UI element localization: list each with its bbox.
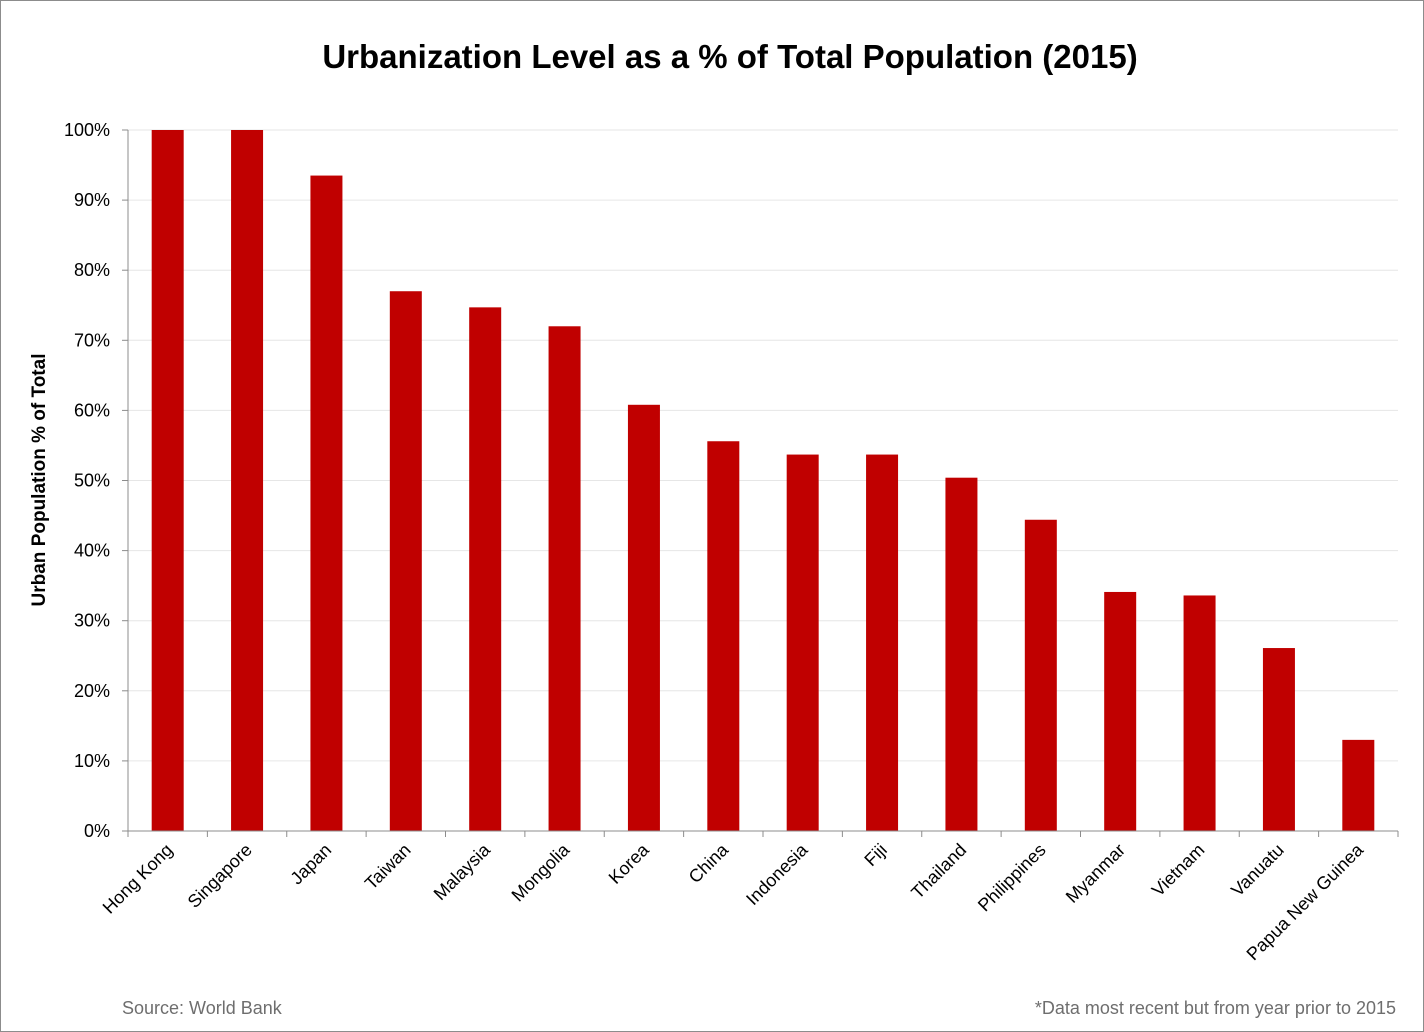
x-tick-label: Philippines: [974, 840, 1050, 916]
y-tick-label: 60%: [74, 400, 110, 420]
y-tick-label: 0%: [84, 821, 110, 841]
x-tick-label: Thailand: [907, 840, 970, 903]
bar-thailand: [945, 477, 978, 831]
bar-vanuatu: [1262, 648, 1295, 831]
y-tick-label: 50%: [74, 471, 110, 491]
x-tick-label: Taiwan: [361, 840, 415, 894]
bar-japan: [310, 175, 343, 831]
bar-myanmar: [1104, 591, 1137, 831]
y-tick-label: 30%: [74, 611, 110, 631]
bar-taiwan: [389, 291, 422, 832]
x-tick-label: China: [685, 839, 733, 887]
y-tick-label: 10%: [74, 751, 110, 771]
chart-title: Urbanization Level as a % of Total Popul…: [322, 38, 1137, 75]
bar-hong-kong: [151, 130, 184, 831]
source-note: Source: World Bank: [122, 998, 283, 1018]
bar-korea: [627, 404, 660, 831]
bar-philippines: [1024, 519, 1057, 831]
bar-malaysia: [469, 307, 502, 831]
axes: [122, 129, 1399, 837]
y-tick-label: 40%: [74, 541, 110, 561]
y-tick-label: 100%: [64, 120, 110, 140]
bar-china: [707, 441, 740, 831]
x-tick-label: Vanuatu: [1227, 840, 1288, 901]
bar-indonesia: [786, 454, 819, 831]
x-tick-label: Mongolia: [508, 839, 574, 905]
x-tick-label: Fiji: [860, 840, 890, 870]
bar-vietnam: [1183, 595, 1216, 831]
x-tick-label: Singapore: [184, 840, 256, 912]
bar-fiji: [866, 454, 899, 831]
y-tick-label: 80%: [74, 260, 110, 280]
bar-mongolia: [548, 326, 581, 831]
bars: [151, 130, 1375, 832]
x-tick-label: Korea: [605, 839, 654, 888]
x-tick-label: Myanmar: [1062, 840, 1129, 907]
y-axis-label: Urban Population % of Total: [29, 354, 50, 607]
y-tick-label: 90%: [74, 190, 110, 210]
footnote: *Data most recent but from year prior to…: [1035, 998, 1396, 1018]
x-tick-label: Japan: [286, 840, 335, 889]
x-tick-label: Indonesia: [742, 839, 812, 909]
bar-singapore: [231, 130, 264, 831]
y-tick-label: 70%: [74, 330, 110, 350]
x-tick-label: Hong Kong: [99, 840, 177, 918]
x-tick-label: Malaysia: [430, 839, 495, 904]
x-axis-labels: Hong Kong Singapore Japan Taiwan Malaysia Mon…: [99, 839, 1368, 964]
y-axis-ticks: 0% 10% 20% 30% 40% 50% 60% 70% 80% 90% 100%: [64, 120, 110, 841]
x-tick-label: Vietnam: [1148, 840, 1209, 901]
y-tick-label: 20%: [74, 681, 110, 701]
bar-papua-new-guinea: [1342, 739, 1375, 831]
